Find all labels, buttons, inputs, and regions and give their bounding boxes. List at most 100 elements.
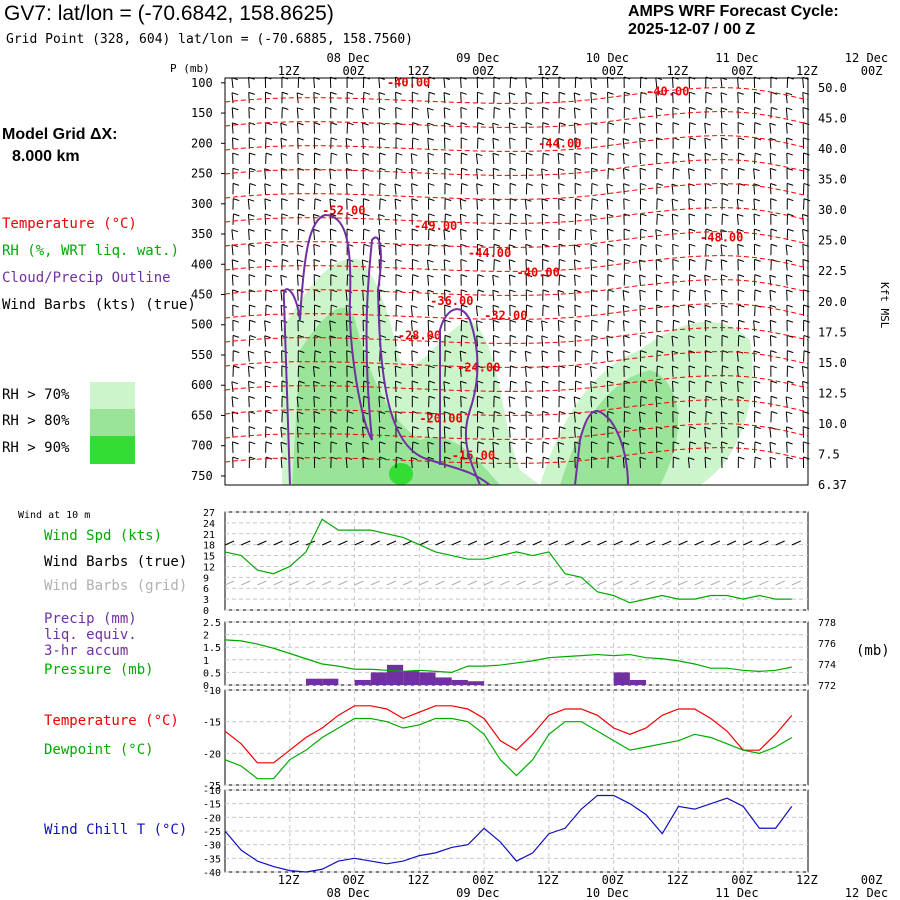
wind-barb-grid xyxy=(321,580,332,586)
wind-barb-flag xyxy=(395,243,402,247)
kft-axis-label: Kft MSL xyxy=(878,282,891,329)
wind-barb-flag xyxy=(298,380,305,384)
legend-wind-barbs: Wind Barbs (kts) (true) xyxy=(2,297,196,313)
wind-barb-staff xyxy=(443,92,446,104)
wind-barb-staff xyxy=(590,214,593,225)
wind-barb-flag xyxy=(379,426,386,430)
wind-barb-flag xyxy=(412,426,419,430)
wind-barb-flag xyxy=(639,456,647,460)
wind-barb-flag xyxy=(509,411,516,415)
wind-barb-staff xyxy=(378,77,381,89)
wind-barb-staff xyxy=(231,244,234,256)
wind-barb-flag xyxy=(770,76,778,80)
wind-barb-staff xyxy=(590,92,593,104)
wind-barb-flag xyxy=(280,137,288,141)
wind-barb-flag xyxy=(379,198,387,202)
wind-barb-flag xyxy=(688,457,695,461)
wind-barb-staff xyxy=(508,92,511,104)
wind-barb-flag xyxy=(493,335,500,338)
wind-barb-staff xyxy=(313,107,315,119)
wind-barb-flag xyxy=(460,258,468,262)
wind-barb-staff xyxy=(704,138,707,149)
wind-barb-flag xyxy=(248,365,255,369)
p-tick-label: 250 xyxy=(191,167,213,181)
wind-barb-flag xyxy=(460,198,467,202)
wind-panel-y-tick-label: 24 xyxy=(203,519,215,530)
wind-barb-flag xyxy=(803,152,810,156)
wind-barb-flag xyxy=(330,274,338,278)
wind-barb-staff xyxy=(378,92,381,104)
wind-barb-flag xyxy=(493,395,501,399)
wind-barb-flag xyxy=(329,198,337,202)
wind-barb-flag xyxy=(427,304,435,308)
wind-barb-flag xyxy=(314,198,322,202)
wind-barb-staff xyxy=(280,442,283,453)
wind-barb-flag xyxy=(542,410,549,414)
wind-barb-staff xyxy=(720,77,723,89)
wind-barb-staff xyxy=(313,77,315,89)
wind-barb-flag xyxy=(492,137,500,141)
wind-barb-staff xyxy=(656,213,658,225)
wind-barb-flag xyxy=(754,122,761,126)
wind-barb-staff xyxy=(492,168,495,180)
wind-barb-flag xyxy=(607,137,615,141)
wind-barb-flag xyxy=(673,152,680,156)
wind-barb-flag xyxy=(737,107,745,110)
pressure-line xyxy=(224,639,792,674)
grid-point-subtitle: Grid Point (328, 604) lat/lon = (-70.688… xyxy=(6,32,413,47)
wind-barb-flag xyxy=(771,411,778,414)
wind-barb-flag xyxy=(541,350,549,354)
wind-barb-flag xyxy=(461,319,468,323)
wind-barb-flag xyxy=(607,365,614,369)
wind-barb-staff xyxy=(231,229,234,241)
wind-barb-staff xyxy=(524,199,527,210)
wind-barb-10m xyxy=(386,540,397,546)
wind-barb-flag xyxy=(443,396,451,400)
wind-barb-flag xyxy=(265,274,272,278)
temp-contour-line xyxy=(224,375,809,392)
wind-barb-staff xyxy=(265,305,267,317)
wind-barb-flag xyxy=(477,395,484,399)
wind-barb-flag xyxy=(623,350,630,354)
wind-barb-flag xyxy=(412,395,419,399)
x-tick-bottom-label: 00Z xyxy=(731,873,753,887)
wind-barb-staff xyxy=(655,229,658,241)
wind-barb-flag xyxy=(704,456,712,460)
wind-barb-flag xyxy=(249,319,256,323)
wind-barb-flag xyxy=(656,122,663,126)
wind-barb-flag xyxy=(802,259,810,263)
wind-barb-flag xyxy=(803,182,811,186)
wind-barb-flag xyxy=(721,137,728,141)
wind-barb-flag xyxy=(443,77,450,81)
wind-barb-staff xyxy=(687,153,690,165)
wind-barb-staff xyxy=(231,122,234,134)
rh70-swatch xyxy=(90,382,135,409)
temp-contour-label: -28.00 xyxy=(398,328,441,342)
wind-barb-flag xyxy=(510,76,517,80)
wind-barb-staff xyxy=(248,244,250,256)
wind-barb-flag xyxy=(329,183,336,187)
wind-barb-grid xyxy=(467,580,478,586)
wind-barb-flag xyxy=(590,259,598,263)
wind-barb-flag xyxy=(656,441,663,445)
legend-rh: RH (%, WRT liq. wat.) xyxy=(2,243,180,259)
wind-barb-flag xyxy=(671,350,679,354)
wind-barb-staff xyxy=(557,335,560,347)
wind-barb-staff xyxy=(508,107,511,119)
wind-barb-flag xyxy=(411,380,419,384)
wind-barb-staff xyxy=(524,366,527,377)
wind-barb-staff xyxy=(280,275,283,286)
wind-barb-flag xyxy=(249,456,256,460)
wind-barb-flag xyxy=(624,395,631,399)
wind-barb-staff xyxy=(443,426,446,438)
wind-barb-flag xyxy=(787,365,794,369)
windchill-panel-y-tick-label: -30 xyxy=(203,841,221,852)
kft-tick-label: 7.5 xyxy=(818,447,840,461)
wind-barb-staff xyxy=(557,457,560,469)
wind-barb-flag xyxy=(754,380,761,384)
wind-barb-flag xyxy=(557,441,565,445)
wind-barb-flag xyxy=(330,213,337,217)
wind-barb-10m xyxy=(710,540,721,546)
wind-barb-flag xyxy=(509,426,516,430)
